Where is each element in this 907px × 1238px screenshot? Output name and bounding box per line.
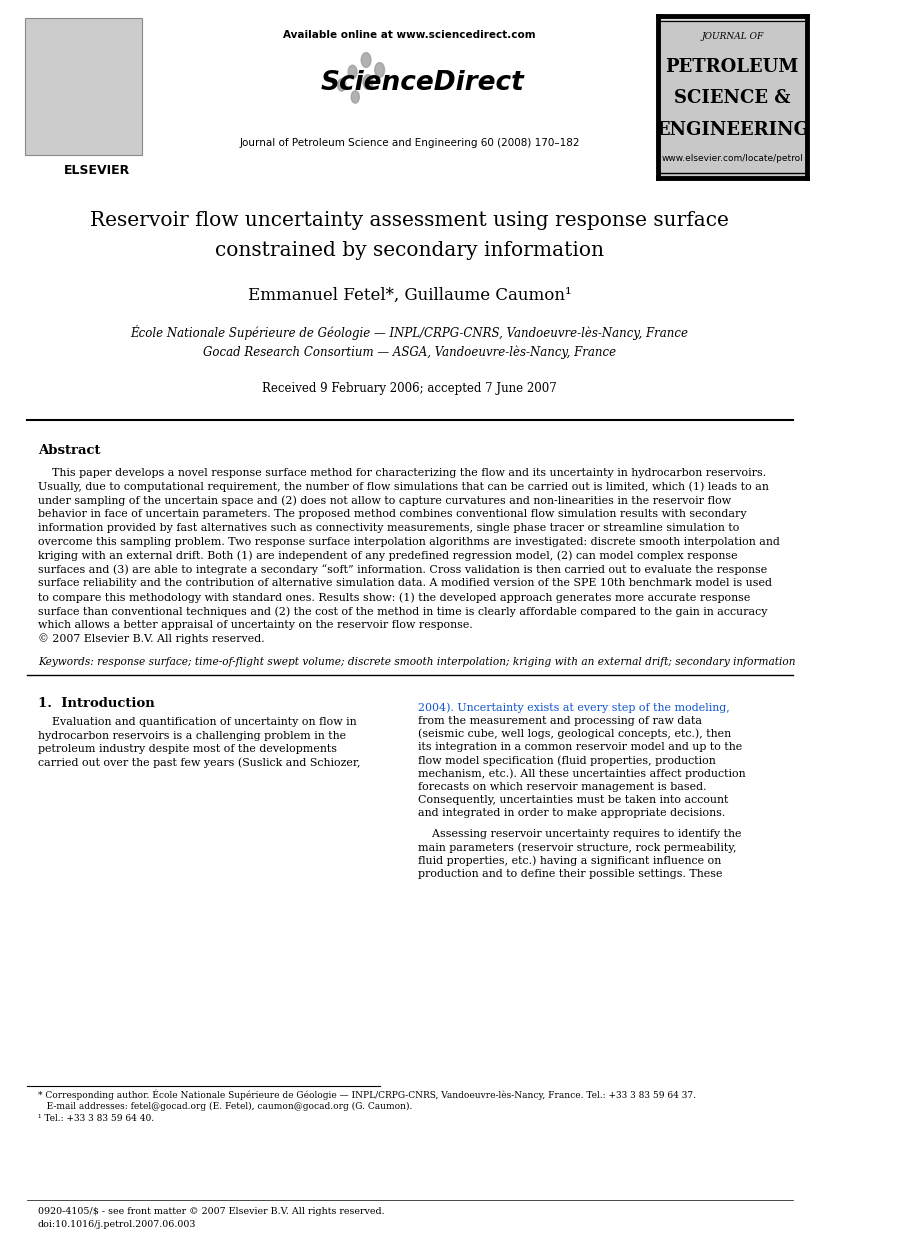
Text: 1.  Introduction: 1. Introduction — [38, 697, 155, 711]
Text: petroleum industry despite most of the developments: petroleum industry despite most of the d… — [38, 744, 337, 754]
Text: * Corresponding author. École Nationale Supérieure de Géologie — INPL/CRPG-CNRS,: * Corresponding author. École Nationale … — [38, 1089, 696, 1101]
Circle shape — [348, 66, 357, 79]
Text: fluid properties, etc.) having a significant influence on: fluid properties, etc.) having a signifi… — [417, 855, 721, 867]
Text: ENGINEERING: ENGINEERING — [656, 121, 809, 139]
Text: surfaces and (3) are able to integrate a secondary “soft” information. Cross val: surfaces and (3) are able to integrate a… — [38, 565, 767, 576]
FancyBboxPatch shape — [25, 19, 141, 155]
Text: main parameters (reservoir structure, rock permeability,: main parameters (reservoir structure, ro… — [417, 842, 736, 853]
Text: forecasts on which reservoir management is based.: forecasts on which reservoir management … — [417, 781, 707, 791]
Text: 2004). Uncertainty exists at every step of the modeling,: 2004). Uncertainty exists at every step … — [417, 702, 729, 713]
Text: www.elsevier.com/locate/petrol: www.elsevier.com/locate/petrol — [661, 154, 803, 162]
Text: Usually, due to computational requirement, the number of flow simulations that c: Usually, due to computational requiremen… — [38, 482, 769, 493]
Text: which allows a better appraisal of uncertainty on the reservoir flow response.: which allows a better appraisal of uncer… — [38, 620, 473, 630]
Text: Emmanuel Fetel*, Guillaume Caumon¹: Emmanuel Fetel*, Guillaume Caumon¹ — [248, 286, 571, 303]
Text: under sampling of the uncertain space and (2) does not allow to capture curvatur: under sampling of the uncertain space an… — [38, 495, 731, 506]
Text: Gocad Research Consortium — ASGA, Vandoeuvre-lès-Nancy, France: Gocad Research Consortium — ASGA, Vandoe… — [203, 345, 616, 359]
Text: ScienceDirect: ScienceDirect — [320, 71, 524, 97]
Text: Evaluation and quantification of uncertainty on flow in: Evaluation and quantification of uncerta… — [38, 717, 356, 728]
Circle shape — [351, 90, 359, 103]
Text: ELSEVIER: ELSEVIER — [63, 163, 130, 177]
Text: Assessing reservoir uncertainty requires to identify the: Assessing reservoir uncertainty requires… — [417, 829, 741, 839]
Text: overcome this sampling problem. Two response surface interpolation algorithms ar: overcome this sampling problem. Two resp… — [38, 537, 780, 547]
Text: hydrocarbon reservoirs is a challenging problem in the: hydrocarbon reservoirs is a challenging … — [38, 730, 346, 740]
Text: Journal of Petroleum Science and Engineering 60 (2008) 170–182: Journal of Petroleum Science and Enginee… — [239, 137, 580, 149]
Text: 0920-4105/$ - see front matter © 2007 Elsevier B.V. All rights reserved.: 0920-4105/$ - see front matter © 2007 El… — [38, 1207, 385, 1216]
Text: École Nationale Supérieure de Géologie — INPL/CRPG-CNRS, Vandoeuvre-lès-Nancy, F: École Nationale Supérieure de Géologie —… — [131, 324, 688, 339]
Text: E-mail addresses: fetel@gocad.org (E. Fetel), caumon@gocad.org (G. Caumon).: E-mail addresses: fetel@gocad.org (E. Fe… — [38, 1102, 413, 1112]
Text: mechanism, etc.). All these uncertainties affect production: mechanism, etc.). All these uncertaintie… — [417, 769, 746, 779]
Text: SCIENCE &: SCIENCE & — [674, 89, 790, 106]
Text: carried out over the past few years (Suslick and Schiozer,: carried out over the past few years (Sus… — [38, 756, 360, 768]
Text: kriging with an external drift. Both (1) are independent of any predefined regre: kriging with an external drift. Both (1)… — [38, 551, 737, 561]
Text: This paper develops a novel response surface method for characterizing the flow : This paper develops a novel response sur… — [38, 468, 766, 478]
Text: and integrated in order to make appropriate decisions.: and integrated in order to make appropri… — [417, 808, 725, 818]
Text: behavior in face of uncertain parameters. The proposed method combines conventio: behavior in face of uncertain parameters… — [38, 509, 746, 520]
Circle shape — [361, 53, 371, 67]
Text: (seismic cube, well logs, geological concepts, etc.), then: (seismic cube, well logs, geological con… — [417, 729, 731, 739]
Text: Keywords: response surface; time-of-flight swept volume; discrete smooth interpo: Keywords: response surface; time-of-flig… — [38, 657, 795, 667]
Text: to compare this methodology with standard ones. Results show: (1) the developed : to compare this methodology with standar… — [38, 592, 750, 603]
Text: its integration in a common reservoir model and up to the: its integration in a common reservoir mo… — [417, 742, 742, 751]
FancyBboxPatch shape — [656, 22, 809, 177]
Text: © 2007 Elsevier B.V. All rights reserved.: © 2007 Elsevier B.V. All rights reserved… — [38, 634, 265, 645]
Text: surface reliability and the contribution of alternative simulation data. A modif: surface reliability and the contribution… — [38, 578, 772, 588]
Text: Consequently, uncertainties must be taken into account: Consequently, uncertainties must be take… — [417, 795, 728, 805]
Text: ¹ Tel.: +33 3 83 59 64 40.: ¹ Tel.: +33 3 83 59 64 40. — [38, 1114, 154, 1123]
Text: constrained by secondary information: constrained by secondary information — [215, 240, 604, 260]
Text: Reservoir flow uncertainty assessment using response surface: Reservoir flow uncertainty assessment us… — [90, 210, 729, 229]
Text: PETROLEUM: PETROLEUM — [666, 58, 799, 76]
Circle shape — [363, 74, 373, 89]
Text: doi:10.1016/j.petrol.2007.06.003: doi:10.1016/j.petrol.2007.06.003 — [38, 1219, 197, 1229]
FancyBboxPatch shape — [658, 16, 807, 178]
Text: Available online at www.sciencedirect.com: Available online at www.sciencedirect.co… — [283, 30, 536, 40]
Text: JOURNAL OF: JOURNAL OF — [701, 31, 764, 41]
Text: Abstract: Abstract — [38, 443, 101, 457]
Text: surface than conventional techniques and (2) the cost of the method in time is c: surface than conventional techniques and… — [38, 605, 767, 617]
Text: from the measurement and processing of raw data: from the measurement and processing of r… — [417, 716, 702, 725]
Text: production and to define their possible settings. These: production and to define their possible … — [417, 869, 722, 879]
Circle shape — [337, 79, 346, 92]
Text: Received 9 February 2006; accepted 7 June 2007: Received 9 February 2006; accepted 7 Jun… — [262, 381, 557, 395]
Text: information provided by fast alternatives such as connectivity measurements, sin: information provided by fast alternative… — [38, 524, 739, 534]
Circle shape — [375, 63, 385, 77]
Text: flow model specification (fluid properties, production: flow model specification (fluid properti… — [417, 755, 716, 766]
